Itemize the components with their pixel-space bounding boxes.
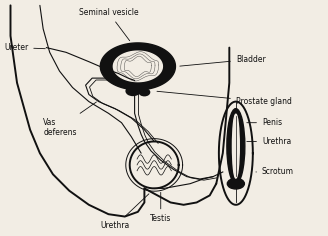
Text: Prostate gland: Prostate gland bbox=[157, 91, 292, 106]
Text: Penis: Penis bbox=[247, 118, 282, 127]
Ellipse shape bbox=[227, 109, 245, 184]
Text: Scrotum: Scrotum bbox=[256, 168, 294, 177]
Text: Bladder: Bladder bbox=[180, 55, 266, 66]
Text: Urethra: Urethra bbox=[100, 194, 149, 230]
Ellipse shape bbox=[139, 89, 150, 96]
Text: Testis: Testis bbox=[150, 192, 172, 223]
Text: Vas
deferens: Vas deferens bbox=[43, 102, 96, 137]
Text: Urethra: Urethra bbox=[247, 137, 291, 146]
Polygon shape bbox=[113, 51, 162, 82]
Ellipse shape bbox=[227, 178, 244, 189]
Ellipse shape bbox=[126, 87, 140, 96]
Text: Seminal vesicle: Seminal vesicle bbox=[79, 8, 138, 41]
Polygon shape bbox=[100, 43, 175, 90]
Ellipse shape bbox=[233, 114, 239, 178]
Text: Ureter: Ureter bbox=[4, 43, 45, 52]
